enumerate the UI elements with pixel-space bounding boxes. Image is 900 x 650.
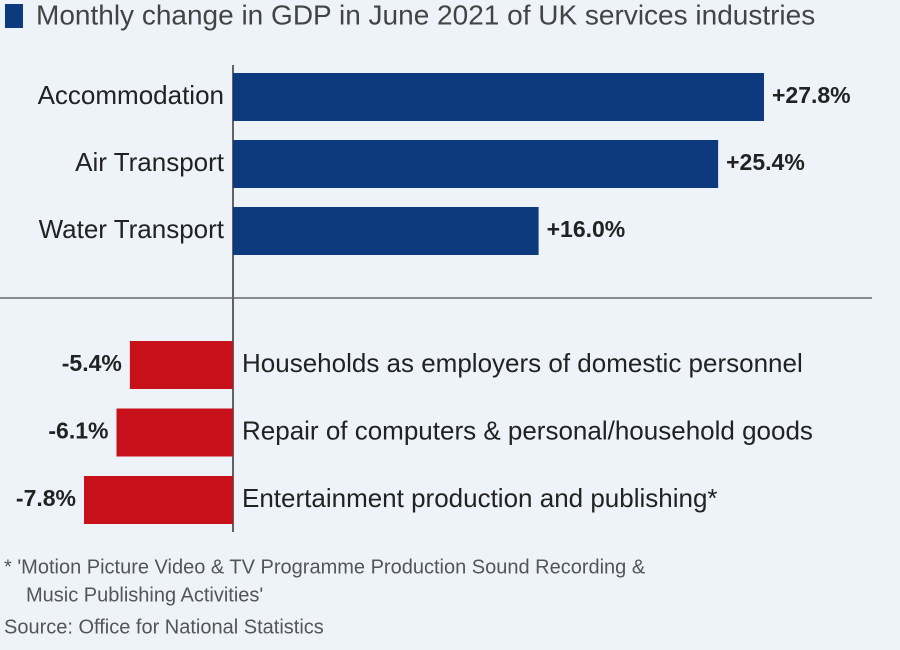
bar <box>233 73 764 121</box>
value-label: +25.4% <box>726 149 805 175</box>
bar <box>233 207 539 255</box>
footnote: Music Publishing Activities' <box>26 584 263 606</box>
bar <box>84 476 234 524</box>
category-label: Water Transport <box>39 214 225 244</box>
title-marker <box>5 4 23 28</box>
bar <box>116 408 233 457</box>
value-label: -6.1% <box>48 418 108 444</box>
source: Source: Office for National Statistics <box>4 616 324 638</box>
category-label: Households as employers of domestic pers… <box>242 348 803 378</box>
category-label: Accommodation <box>38 80 224 110</box>
bar <box>233 140 719 188</box>
category-label: Entertainment production and publishing* <box>242 483 718 513</box>
footnote: * 'Motion Picture Video & TV Programme P… <box>4 556 646 578</box>
value-label: +27.8% <box>772 82 851 108</box>
value-label: +16.0% <box>547 216 626 242</box>
chart-title: Monthly change in GDP in June 2021 of UK… <box>36 0 815 30</box>
category-label: Air Transport <box>75 147 225 177</box>
value-label: -5.4% <box>62 350 122 376</box>
bar <box>129 341 233 389</box>
category-label: Repair of computers & personal/household… <box>242 415 813 445</box>
value-label: -7.8% <box>16 485 76 511</box>
